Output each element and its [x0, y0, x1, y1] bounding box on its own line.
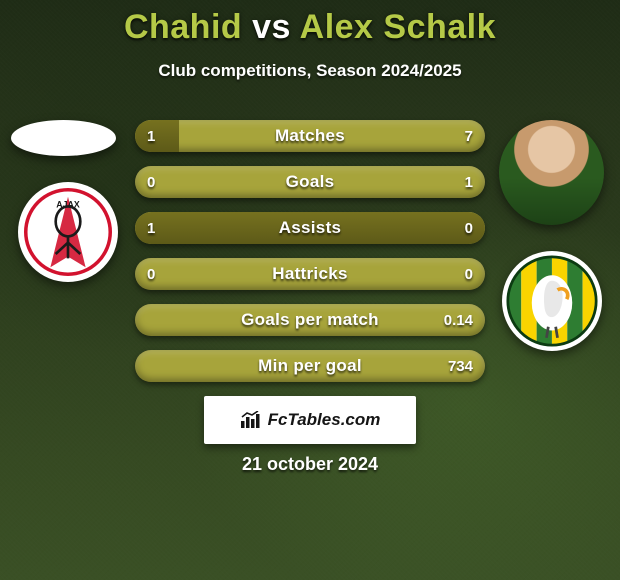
player2-avatar [499, 120, 604, 225]
vs-text: vs [252, 8, 291, 46]
stat-right-value: 1 [465, 166, 473, 198]
player1-club-logo: AJAX [18, 182, 118, 282]
player2-name: Alex Schalk [300, 8, 496, 46]
stat-label: Assists [135, 212, 485, 244]
right-avatar-column [499, 120, 604, 351]
player1-name: Chahid [124, 8, 242, 46]
stat-right-value: 0 [465, 258, 473, 290]
stat-bar: Min per goal734 [135, 350, 485, 382]
brand-text: FcTables.com [268, 410, 381, 430]
stat-bars: 1Matches70Goals11Assists00Hattricks0Goal… [135, 120, 485, 382]
ajax-icon: AJAX [24, 188, 112, 276]
stat-bar: Goals per match0.14 [135, 304, 485, 336]
stat-label: Min per goal [135, 350, 485, 382]
stat-right-value: 0 [465, 212, 473, 244]
brand-box[interactable]: FcTables.com [204, 396, 416, 444]
left-avatar-column: AJAX [8, 120, 118, 282]
stat-label: Goals [135, 166, 485, 198]
stat-label: Matches [135, 120, 485, 152]
page-title: Chahid vs Alex Schalk [0, 0, 620, 47]
stat-right-value: 734 [448, 350, 473, 382]
date-text: 21 october 2024 [0, 454, 620, 475]
chart-icon [240, 411, 262, 429]
subtitle: Club competitions, Season 2024/2025 [0, 61, 620, 81]
stat-bar: 1Assists0 [135, 212, 485, 244]
stat-label: Goals per match [135, 304, 485, 336]
stat-label: Hattricks [135, 258, 485, 290]
stat-bar: 0Hattricks0 [135, 258, 485, 290]
player1-avatar [11, 120, 116, 156]
stat-bar: 0Goals1 [135, 166, 485, 198]
svg-text:AJAX: AJAX [56, 199, 80, 209]
ado-icon [506, 255, 598, 347]
stat-right-value: 0.14 [444, 304, 473, 336]
player2-club-logo [502, 251, 602, 351]
stat-right-value: 7 [465, 120, 473, 152]
stat-bar: 1Matches7 [135, 120, 485, 152]
